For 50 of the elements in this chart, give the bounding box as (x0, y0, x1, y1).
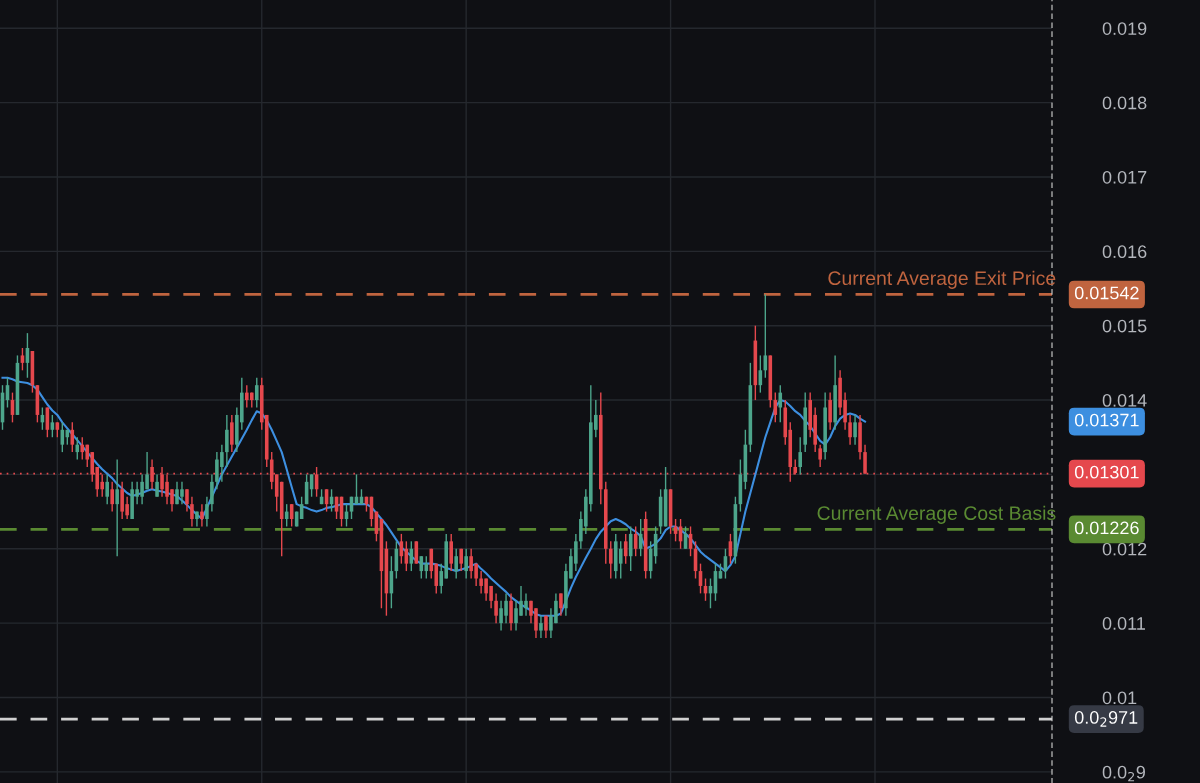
candlestick (110, 481, 114, 513)
candlestick (190, 496, 194, 528)
candlestick (509, 592, 513, 632)
candlestick (225, 414, 229, 468)
candlestick (454, 548, 458, 580)
candlestick (828, 391, 832, 431)
candlestick (105, 473, 109, 505)
candlestick (464, 548, 468, 580)
candlestick (818, 443, 822, 468)
y-tick-label: 0.011 (1102, 617, 1145, 630)
candlestick (798, 436, 803, 476)
candlestick (778, 384, 783, 424)
candlestick (185, 488, 189, 513)
y-tick-label: 0.014 (1102, 393, 1147, 407)
y-tick-label: 0.01 (1102, 691, 1137, 705)
candlestick (449, 533, 454, 572)
y-tick-label: 0.018 (1102, 96, 1147, 110)
annotation: Current Average Cost Basis (817, 505, 1056, 524)
candlestick (848, 414, 852, 446)
candlestick (424, 555, 429, 580)
candlestick (773, 391, 778, 424)
ref-line-label: 0.01542 (1074, 286, 1139, 300)
candlestick (115, 458, 119, 557)
y-tick-label: 0.017 (1102, 170, 1147, 184)
candlestick (70, 421, 75, 453)
candlestick (205, 496, 209, 528)
candlestick (200, 503, 204, 528)
candlestick (75, 436, 80, 461)
candlestick (254, 377, 259, 409)
candlestick (230, 414, 234, 453)
candlestick (80, 436, 85, 461)
text: 0.01371 (1074, 413, 1139, 427)
candlestick (853, 414, 857, 446)
ref-line-label: 0.01226 (1074, 521, 1139, 535)
y-tick-label: 0.015 (1102, 319, 1147, 333)
candlestick (559, 592, 563, 617)
candlestick (608, 540, 613, 580)
y-tick-label: 0.012 (1102, 542, 1147, 556)
candlestick (539, 614, 543, 639)
y-tick-label: 0.016 (1102, 245, 1147, 259)
y-tick-label: 0.019 (1102, 22, 1147, 35)
candlestick (494, 592, 498, 624)
candlestick (623, 533, 628, 565)
ref-line-label: 0.0$_{2}$971 (1074, 711, 1138, 727)
y-tick-label: 0.0$_{2}$9 (1102, 765, 1145, 782)
candlestick (618, 540, 623, 580)
candlestick (155, 473, 159, 498)
candlestick (210, 473, 214, 513)
annotation: Current Average Exit Price (828, 270, 1056, 289)
ref-line-label: 0.01301 (1074, 465, 1139, 479)
